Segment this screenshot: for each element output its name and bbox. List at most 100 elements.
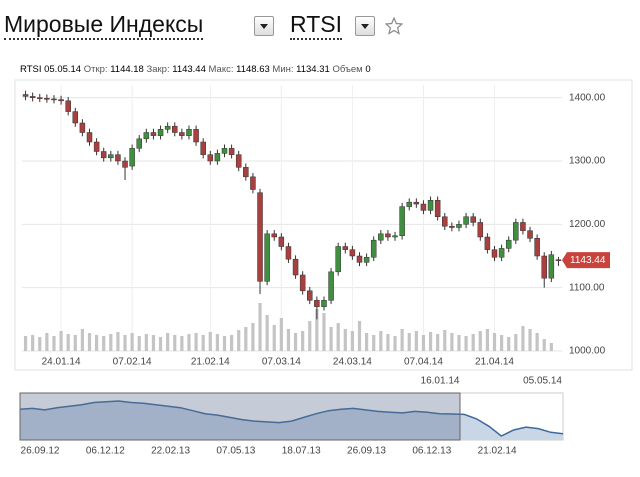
- volume-bar: [372, 335, 376, 351]
- volume-bar: [407, 333, 411, 351]
- volume-bar: [201, 335, 205, 351]
- candle-body: [477, 222, 484, 238]
- x-tick-label: 07.04.14: [404, 357, 443, 368]
- candle-body: [307, 290, 313, 301]
- volume-bar: [244, 327, 248, 351]
- volume-bar: [279, 318, 283, 351]
- volume-bar: [144, 334, 148, 351]
- volume-bar: [521, 326, 525, 351]
- chart-frame: [14, 79, 633, 371]
- candle-body: [299, 274, 306, 292]
- candle-body: [335, 246, 341, 273]
- candle-body: [548, 254, 555, 279]
- volume-bar: [23, 336, 28, 351]
- volume-bar: [45, 333, 49, 351]
- candle-body: [342, 246, 349, 250]
- price-tag-label: 1143.44: [570, 255, 606, 266]
- candle-body: [264, 233, 270, 282]
- info-label: Мин:: [272, 64, 294, 75]
- candle-body: [278, 236, 285, 247]
- candle-body: [44, 98, 50, 100]
- volume-bar: [73, 335, 77, 351]
- info-value: 1148.63: [236, 64, 270, 75]
- symbol-dropdown[interactable]: [355, 16, 375, 36]
- candle-body: [108, 154, 114, 159]
- candle-body: [157, 129, 164, 136]
- info-value: 1134.31: [296, 64, 330, 75]
- volume-bar: [315, 309, 319, 351]
- navigator-line: [19, 400, 564, 437]
- candle-body: [498, 248, 505, 258]
- candle-body: [72, 111, 79, 124]
- volume-bar: [535, 333, 539, 351]
- candle-body: [235, 154, 242, 168]
- volume-bar: [457, 335, 461, 351]
- volume-bar: [471, 334, 475, 351]
- candle-body: [37, 97, 43, 99]
- candle-body: [179, 132, 185, 136]
- candle-body: [385, 233, 391, 238]
- favorite-star[interactable]: [385, 17, 403, 35]
- info-label: Объем: [332, 64, 363, 75]
- volume-bar: [286, 329, 291, 351]
- candle-body: [79, 122, 86, 133]
- volume-bar: [485, 329, 489, 351]
- info-label: Закр:: [146, 64, 170, 75]
- candle-body: [513, 222, 519, 241]
- candle-body: [356, 255, 363, 263]
- candle-body: [541, 255, 547, 279]
- volume-bar: [87, 333, 92, 351]
- info-label: Откр:: [83, 64, 108, 75]
- volume-bar: [251, 323, 255, 351]
- candle-body: [193, 129, 199, 143]
- volume-bar: [421, 335, 426, 351]
- candle-body: [534, 238, 540, 257]
- volume-bar: [443, 330, 447, 351]
- volume-bar: [365, 333, 369, 351]
- candle-body: [86, 132, 93, 143]
- navigator-window: [19, 392, 461, 441]
- navigator-label: 06.12.12: [86, 446, 125, 457]
- candle-body: [100, 151, 107, 159]
- candle-body: [164, 125, 171, 130]
- volume-bar: [116, 332, 120, 351]
- volume-bar: [542, 339, 546, 351]
- candle-body: [349, 249, 356, 257]
- volume-bar: [400, 329, 404, 351]
- candle-body: [221, 148, 228, 154]
- volume-bar: [258, 303, 262, 351]
- volume-bar: [59, 331, 63, 351]
- candle-body: [285, 246, 292, 260]
- volume-bar: [301, 331, 305, 351]
- x-tick-label: 07.03.14: [262, 357, 301, 368]
- volume-bar: [549, 343, 553, 351]
- volume-bar: [478, 331, 482, 351]
- candle-body: [314, 300, 320, 307]
- volume-bar: [343, 329, 347, 351]
- candle-body: [115, 154, 121, 162]
- y-tick-label: 1300.00: [569, 156, 606, 167]
- volume-bar: [329, 327, 333, 351]
- symbol[interactable]: RTSI: [290, 10, 342, 40]
- navigator-label: 26.09.13: [347, 446, 386, 457]
- x-tick-label: 21.02.14: [191, 357, 230, 368]
- y-tick-label: 1200.00: [569, 219, 606, 230]
- volume-bar: [450, 333, 454, 351]
- volume-bar: [350, 331, 354, 351]
- navigator-label: 07.05.13: [216, 446, 255, 457]
- candle-body: [449, 225, 455, 228]
- volume-bar: [102, 336, 106, 351]
- candle-body: [228, 148, 235, 155]
- candle-body: [129, 148, 135, 167]
- group-dropdown[interactable]: [254, 16, 274, 36]
- candle-body: [505, 239, 512, 249]
- candle-body: [136, 138, 142, 149]
- volume-bar: [393, 336, 397, 351]
- candle-body: [58, 99, 64, 102]
- info-symbol: RTSI: [20, 64, 42, 75]
- volume-bar: [308, 321, 312, 351]
- index-group[interactable]: Мировые Индексы: [4, 10, 204, 40]
- candle-body: [399, 206, 405, 236]
- volume-bar: [265, 315, 269, 351]
